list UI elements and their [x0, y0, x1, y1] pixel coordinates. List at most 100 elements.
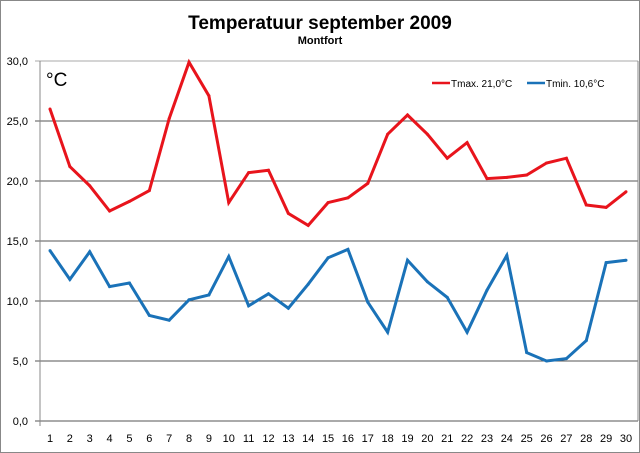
legend: Tmax. 21,0°C Tmin. 10,6°C [432, 79, 604, 90]
data-point [147, 313, 151, 317]
data-point [346, 196, 350, 200]
data-point [386, 132, 390, 136]
data-point [366, 181, 370, 185]
data-point [48, 249, 52, 253]
data-point [584, 203, 588, 207]
data-point [386, 330, 390, 334]
x-tick-label: 9 [206, 433, 212, 445]
data-point [485, 177, 489, 181]
data-point [247, 171, 251, 175]
data-point [108, 285, 112, 289]
data-point [227, 255, 231, 259]
data-point [445, 156, 449, 160]
data-point [88, 184, 92, 188]
series-line-tmax [48, 58, 627, 228]
data-point [545, 161, 549, 165]
legend-label: Tmin. 10,6°C [546, 79, 604, 90]
x-tick-label: 2 [67, 433, 73, 445]
x-tick-label: 24 [501, 433, 513, 445]
data-point [505, 253, 509, 257]
data-point [266, 292, 270, 296]
data-point [88, 250, 92, 254]
x-tick-label: 17 [362, 433, 374, 445]
data-point [525, 351, 529, 355]
y-tick-label: 10,0 [7, 296, 28, 308]
data-point [306, 223, 310, 227]
data-point [624, 190, 628, 194]
data-point [505, 175, 509, 179]
x-tick-label: 26 [540, 433, 552, 445]
data-point [306, 282, 310, 286]
y-tick-label: 15,0 [7, 236, 28, 248]
data-point [564, 357, 568, 361]
x-tick-label: 18 [382, 433, 394, 445]
data-point [326, 201, 330, 205]
data-point [266, 168, 270, 172]
chart-subtitle: Montfort [298, 35, 343, 47]
data-point [346, 247, 350, 251]
data-point [624, 258, 628, 262]
data-point [127, 199, 131, 203]
x-tick-label: 1 [47, 433, 53, 445]
y-tick-label: 5,0 [13, 356, 28, 368]
x-tick-label: 29 [600, 433, 612, 445]
data-point [465, 330, 469, 334]
x-tick-label: 4 [107, 433, 113, 445]
data-point [167, 318, 171, 322]
x-tick-label: 11 [243, 433, 254, 445]
x-tick-label: 23 [481, 433, 493, 445]
x-tick-label: 27 [560, 433, 572, 445]
x-tick-label: 16 [342, 433, 354, 445]
y-tick-label: 20,0 [7, 176, 28, 188]
x-tick-label: 12 [262, 433, 274, 445]
data-point [108, 209, 112, 213]
x-tick-label: 8 [186, 433, 192, 445]
data-point [604, 261, 608, 265]
data-point [465, 141, 469, 145]
x-tick-label: 6 [146, 433, 152, 445]
y-tick-label: 0,0 [13, 416, 28, 428]
x-tick-label: 7 [166, 433, 172, 445]
data-point [406, 258, 410, 262]
x-tick-label: 13 [282, 433, 294, 445]
x-tick-label: 10 [223, 433, 235, 445]
legend-label: Tmax. 21,0°C [451, 79, 512, 90]
unit-label: °C [46, 70, 67, 91]
data-point [227, 201, 231, 205]
data-point [485, 288, 489, 292]
data-point [187, 60, 191, 64]
data-point [286, 306, 290, 310]
data-point [584, 339, 588, 343]
data-point [564, 156, 568, 160]
x-tick-label: 30 [620, 433, 632, 445]
x-tick-label: 5 [126, 433, 132, 445]
data-point [604, 205, 608, 209]
y-tick-label: 30,0 [7, 56, 28, 68]
data-point [127, 281, 131, 285]
chart-title: Temperatuur september 2009 [188, 13, 452, 34]
data-point [525, 173, 529, 177]
data-point [147, 189, 151, 193]
data-point [545, 359, 549, 363]
x-tick-label: 19 [401, 433, 413, 445]
data-point [326, 256, 330, 260]
x-tick-label: 14 [302, 433, 314, 445]
data-point [187, 298, 191, 302]
x-tick-label: 21 [441, 433, 453, 445]
data-point [207, 94, 211, 98]
data-point [68, 277, 72, 281]
x-tick-label: 3 [87, 433, 93, 445]
x-tick-label: 20 [421, 433, 433, 445]
x-tick-label: 22 [461, 433, 473, 445]
y-tick-label: 25,0 [7, 116, 28, 128]
data-point [167, 117, 171, 121]
data-point [286, 211, 290, 215]
data-point [207, 293, 211, 297]
data-point [425, 132, 429, 136]
data-point [68, 165, 72, 169]
data-point [247, 304, 251, 308]
x-tick-label: 15 [322, 433, 334, 445]
